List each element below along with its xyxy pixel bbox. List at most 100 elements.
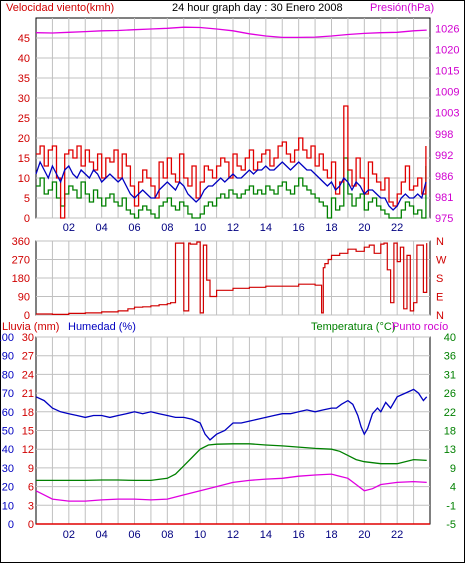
temperature-y-tick-label: 22: [444, 407, 456, 419]
temperature-y-tick-label: 4: [450, 482, 456, 494]
direction-y-tick-label: 90: [18, 292, 30, 304]
rain-y-tick-label: 12: [22, 444, 34, 456]
wind-y-tick-label: 25: [18, 113, 30, 125]
chart-title: 24 hour graph day : 30 Enero 2008: [172, 2, 343, 14]
direction-y-tick-label: 270: [12, 255, 30, 267]
pressure-y-tick-label: 1020: [435, 45, 459, 57]
wind-x-tick-label: 02: [63, 222, 75, 234]
pressure-y-tick-label: 1003: [435, 108, 459, 120]
climate-x-tick-label: 16: [293, 529, 305, 541]
climate-x-tick-label: 02: [63, 529, 75, 541]
pressure-y-tick-label: 981: [435, 192, 453, 204]
compass-label: W: [436, 255, 447, 267]
wind-gust-series: [36, 105, 427, 219]
temperature-y-tick-label: 9: [450, 463, 456, 475]
humidity-y-tick-label: 20: [2, 482, 14, 494]
humidity-series: [35, 388, 428, 441]
rain-y-tick-label: 30: [22, 332, 34, 344]
direction-y-tick-label: 0: [24, 310, 30, 322]
wind-x-tick-label: 16: [293, 222, 305, 234]
humidity-axis-title: Humedad (%): [68, 321, 136, 333]
direction-y-tick-label: 180: [12, 273, 30, 285]
rain-y-tick-label: 0: [28, 519, 34, 531]
direction-y-tick-label: 360: [12, 236, 30, 248]
climate-x-tick-label: 18: [325, 529, 337, 541]
wind-y-tick-label: 35: [18, 73, 30, 85]
pressure-y-tick-label: 975: [435, 213, 453, 225]
rain-y-tick-label: 24: [22, 369, 34, 381]
dew-point-axis-title: Punto rocío: [392, 321, 448, 333]
humidity-y-tick-label: 30: [2, 463, 14, 475]
humidity-y-tick-label: 10: [2, 500, 14, 512]
wind-x-tick-label: 12: [227, 222, 239, 234]
pressure-y-tick-label: 1015: [435, 66, 459, 78]
wind-x-tick-label: 18: [325, 222, 337, 234]
wind-min-series: [36, 157, 427, 219]
humidity-y-tick-label: 90: [2, 351, 14, 363]
pressure-series: [35, 26, 427, 39]
climate-x-tick-label: 12: [227, 529, 239, 541]
temperature-y-tick-label: 36: [444, 351, 456, 363]
climate-x-tick-label: 14: [260, 529, 272, 541]
climate-x-tick-label: 22: [391, 529, 403, 541]
rain-y-tick-label: 3: [28, 500, 34, 512]
wind-y-tick-label: 30: [18, 93, 30, 105]
wind-x-tick-label: 10: [194, 222, 206, 234]
temperature-y-tick-label: 40: [444, 332, 456, 344]
wind-average-series: [35, 160, 427, 211]
rain-y-tick-label: 21: [22, 388, 34, 400]
climate-x-tick-label: 10: [194, 529, 206, 541]
rain-y-tick-label: 27: [22, 351, 34, 363]
rain-y-tick-label: 9: [28, 463, 34, 475]
wind-y-tick-label: 5: [24, 193, 30, 205]
humidity-y-tick-label: 50: [2, 426, 14, 438]
climate-x-tick-label: 06: [128, 529, 140, 541]
humidity-y-tick-label: 80: [2, 369, 14, 381]
compass-label: E: [436, 292, 443, 304]
wind-x-tick-label: 20: [358, 222, 370, 234]
compass-label: N: [436, 236, 444, 248]
wind-x-tick-label: 04: [96, 222, 108, 234]
wind-x-tick-label: 08: [161, 222, 173, 234]
temperature-y-tick-label: 31: [444, 369, 456, 381]
temperature-y-tick-label: 26: [444, 388, 456, 400]
temperature-y-tick-label: 18: [444, 426, 456, 438]
pressure-y-tick-label: 1009: [435, 87, 459, 99]
temperature-y-tick-label: -5: [446, 519, 456, 531]
compass-label: N: [436, 310, 444, 322]
humidity-y-tick-label: 60: [2, 407, 14, 419]
climate-x-tick-label: 04: [96, 529, 108, 541]
temperature-series: [36, 443, 427, 482]
wind-y-tick-label: 0: [24, 213, 30, 225]
wind-y-tick-label: 15: [18, 153, 30, 165]
rain-y-tick-label: 18: [22, 407, 34, 419]
pressure-y-tick-label: 1026: [435, 24, 459, 36]
wind-x-tick-label: 06: [128, 222, 140, 234]
wind-y-tick-label: 10: [18, 173, 30, 185]
wind-x-tick-label: 22: [391, 222, 403, 234]
pressure-y-tick-label: 998: [435, 129, 453, 141]
climate-x-tick-label: 20: [358, 529, 370, 541]
pressure-y-tick-label: 992: [435, 150, 453, 162]
climate-x-tick-label: 08: [161, 529, 173, 541]
wind-y-tick-label: 45: [18, 33, 30, 45]
wind-y-tick-label: 40: [18, 53, 30, 65]
rain-axis-title: Lluvia (mm): [2, 321, 59, 333]
humidity-y-tick-label: 70: [2, 388, 14, 400]
rain-y-tick-label: 15: [22, 426, 34, 438]
wind-direction-series: [36, 241, 428, 315]
dew-point-series: [35, 473, 427, 502]
humidity-y-tick-label: 100: [0, 332, 14, 344]
temperature-axis-title: Temperatura (°C): [311, 321, 395, 333]
rain-y-tick-label: 6: [28, 482, 34, 494]
compass-label: S: [436, 273, 443, 285]
wind-speed-axis-title: Velocidad viento(kmh): [6, 2, 114, 14]
temperature-y-tick-label: 13: [444, 444, 456, 456]
pressure-axis-title: Presión(hPa): [370, 2, 434, 14]
humidity-y-tick-label: 40: [2, 444, 14, 456]
wind-x-tick-label: 14: [260, 222, 272, 234]
wind-y-tick-label: 20: [18, 133, 30, 145]
pressure-y-tick-label: 986: [435, 171, 453, 183]
humidity-y-tick-label: 0: [8, 519, 14, 531]
